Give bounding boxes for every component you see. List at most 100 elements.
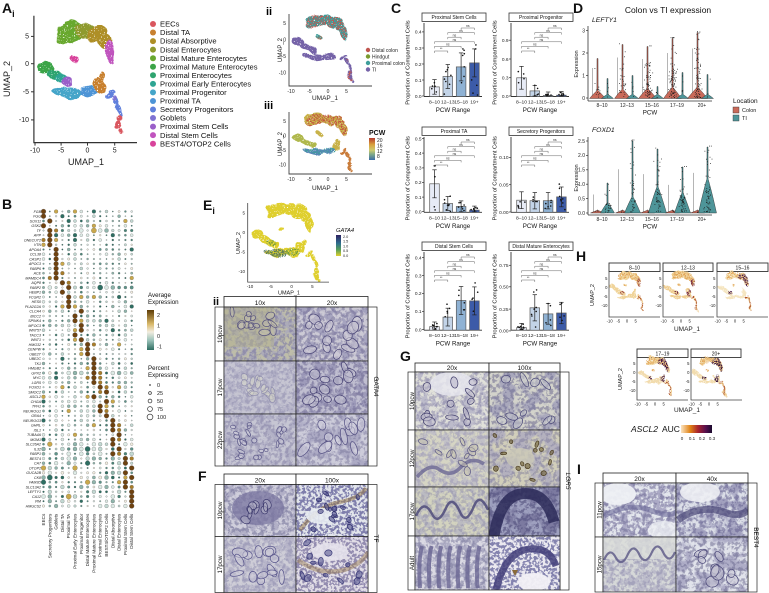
svg-text:0.3: 0.3 <box>415 166 422 172</box>
svg-text:SLC13A2: SLC13A2 <box>26 485 41 489</box>
svg-text:Proximal Mature Enterocytes: Proximal Mature Enterocytes <box>160 62 258 71</box>
svg-text:-10: -10 <box>287 89 294 95</box>
svg-text:8–10: 8–10 <box>629 266 640 272</box>
svg-text:-5: -5 <box>282 148 287 154</box>
svg-text:8–10: 8–10 <box>596 217 607 223</box>
svg-text:ns: ns <box>540 267 544 271</box>
svg-text:Hindgut: Hindgut <box>372 54 390 60</box>
svg-text:100: 100 <box>157 415 166 421</box>
svg-text:12–13: 12–13 <box>441 100 455 106</box>
svg-text:15–16: 15–16 <box>736 266 750 272</box>
svg-text:20+: 20+ <box>698 217 707 223</box>
svg-text:UMAP_1: UMAP_1 <box>312 95 338 102</box>
svg-text:0.05: 0.05 <box>499 183 509 189</box>
svg-text:-10: -10 <box>661 319 668 324</box>
svg-text:ns: ns <box>540 147 544 151</box>
svg-text:8–10: 8–10 <box>596 103 607 109</box>
svg-text:15–18: 15–18 <box>454 333 468 339</box>
svg-text:OTOP2: OTOP2 <box>29 466 41 470</box>
svg-text:Proximal Early Enterocytes: Proximal Early Enterocytes <box>160 79 251 88</box>
svg-text:Proximal Enterocytes: Proximal Enterocytes <box>98 513 103 557</box>
svg-text:1.5: 1.5 <box>578 168 585 174</box>
svg-text:Proportion of Compartment Cell: Proportion of Compartment Cells <box>406 136 412 221</box>
svg-text:5: 5 <box>662 402 665 407</box>
svg-text:GUCA2B: GUCA2B <box>26 471 41 475</box>
svg-text:-5: -5 <box>632 379 636 384</box>
svg-text:-10: -10 <box>30 148 40 155</box>
svg-text:8–10: 8–10 <box>516 333 527 339</box>
svg-text:8–10: 8–10 <box>429 100 440 106</box>
svg-text:FABP6: FABP6 <box>30 267 41 271</box>
svg-text:20x: 20x <box>255 477 266 484</box>
svg-text:5: 5 <box>659 276 662 281</box>
svg-text:NEUROG1: NEUROG1 <box>23 409 41 413</box>
svg-text:Distal Stem Cells: Distal Stem Cells <box>160 131 218 140</box>
svg-text:0: 0 <box>290 284 293 289</box>
svg-text:ns: ns <box>546 258 550 262</box>
svg-text:Expressing: Expressing <box>148 372 179 379</box>
svg-text:Colon vs TI expression: Colon vs TI expression <box>625 5 712 15</box>
svg-text:2: 2 <box>582 51 585 57</box>
svg-text:UMAP_2: UMAP_2 <box>2 61 12 97</box>
svg-text:PCW Range: PCW Range <box>523 341 558 348</box>
svg-text:Goblets: Goblets <box>54 513 59 530</box>
svg-text:**: ** <box>527 276 530 280</box>
svg-text:0: 0 <box>327 89 330 95</box>
svg-text:5: 5 <box>742 319 745 324</box>
svg-text:17–19: 17–19 <box>670 217 684 223</box>
svg-text:1.5: 1.5 <box>343 240 348 244</box>
svg-text:19+: 19+ <box>557 100 565 106</box>
svg-text:ns: ns <box>533 157 537 161</box>
svg-text:8: 8 <box>377 154 380 160</box>
svg-text:ns: ns <box>540 262 544 266</box>
svg-text:Distal Mature Enterocytes: Distal Mature Enterocytes <box>85 513 90 566</box>
svg-text:Distal colon: Distal colon <box>372 48 398 54</box>
svg-text:APP: APP <box>33 234 42 238</box>
svg-text:Distal Absorptive: Distal Absorptive <box>160 37 217 46</box>
svg-text:0.0: 0.0 <box>415 209 422 215</box>
svg-text:ii: ii <box>213 296 219 308</box>
svg-text:15–18: 15–18 <box>541 333 555 339</box>
svg-text:Adult: Adult <box>409 556 416 570</box>
svg-text:100x: 100x <box>517 365 532 372</box>
svg-text:12–13: 12–13 <box>528 215 542 221</box>
svg-text:Proportion of Compartment Cell: Proportion of Compartment Cells <box>493 254 499 339</box>
svg-text:0: 0 <box>327 177 330 183</box>
svg-text:0.1: 0.1 <box>415 195 422 201</box>
svg-text:IL32: IL32 <box>34 447 41 451</box>
svg-text:UMAP_2: UMAP_2 <box>278 131 284 156</box>
svg-text:12pcw: 12pcw <box>409 449 416 467</box>
svg-text:SMOC2: SMOC2 <box>28 390 41 394</box>
svg-text:0.0: 0.0 <box>343 254 348 258</box>
svg-text:100x: 100x <box>325 477 340 484</box>
svg-text:25: 25 <box>157 391 163 397</box>
svg-text:ns: ns <box>453 147 457 151</box>
svg-text:75: 75 <box>157 407 163 413</box>
svg-text:SPINK4: SPINK4 <box>28 319 41 323</box>
svg-text:5: 5 <box>283 119 286 125</box>
svg-text:ns: ns <box>540 152 544 156</box>
svg-text:FABP2: FABP2 <box>30 286 41 290</box>
svg-text:TI: TI <box>372 67 376 73</box>
svg-text:Proportion of Compartment Cell: Proportion of Compartment Cells <box>406 254 412 339</box>
svg-text:Colon: Colon <box>742 108 756 114</box>
svg-text:0.9: 0.9 <box>502 38 509 44</box>
svg-text:Distal Absorptive: Distal Absorptive <box>110 513 115 548</box>
svg-text:0.2: 0.2 <box>415 180 422 186</box>
svg-text:0.50: 0.50 <box>499 285 509 291</box>
svg-text:-5: -5 <box>604 294 608 299</box>
svg-text:**: ** <box>440 47 443 51</box>
svg-text:Proximal Stem Cells: Proximal Stem Cells <box>160 122 229 131</box>
svg-text:EECs: EECs <box>160 20 180 29</box>
svg-text:UMAP_2: UMAP_2 <box>236 232 242 254</box>
svg-text:ISL1: ISL1 <box>34 428 41 432</box>
svg-text:VTN: VTN <box>34 243 42 247</box>
svg-text:ns: ns <box>453 38 457 42</box>
svg-text:ns: ns <box>540 38 544 42</box>
svg-text:BEST4/OTOP2 Cells: BEST4/OTOP2 Cells <box>104 513 109 557</box>
svg-text:-10: -10 <box>238 269 245 274</box>
svg-text:-10: -10 <box>709 303 716 308</box>
svg-text:8–10: 8–10 <box>516 215 527 221</box>
svg-text:-5: -5 <box>698 402 702 407</box>
svg-text:Proximal TA: Proximal TA <box>160 97 202 106</box>
